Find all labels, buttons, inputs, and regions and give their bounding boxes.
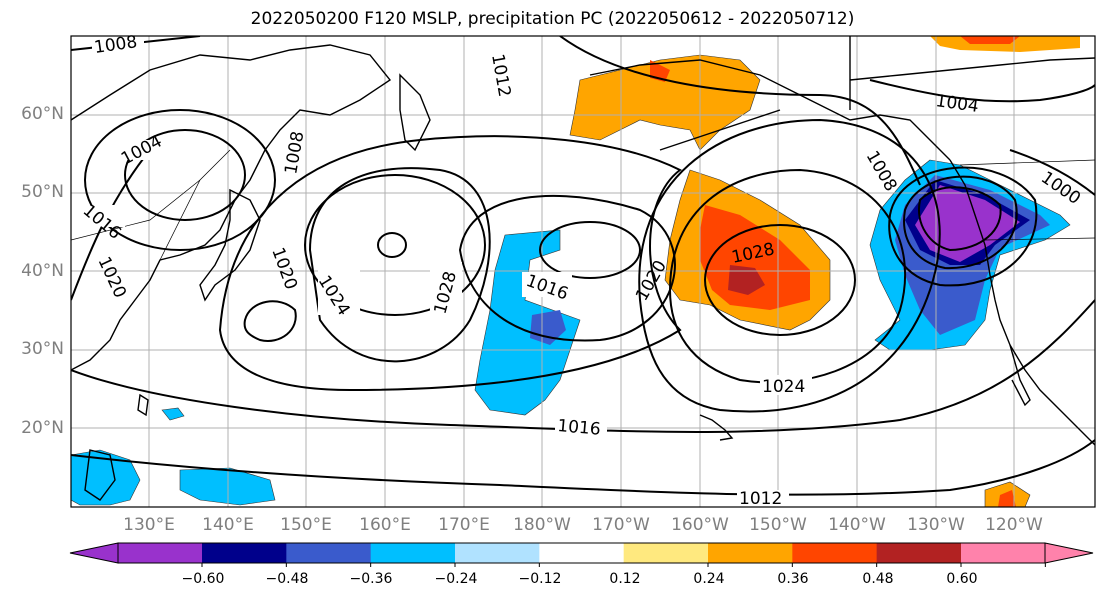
lon-label: 130°W	[907, 515, 965, 535]
isobar-1000-coast	[1009, 149, 1095, 196]
precip-negative-core	[530, 310, 566, 345]
colorbar-tick-label: −0.48	[265, 571, 309, 587]
isobar-1020-east	[638, 118, 941, 413]
precip-positive-mexico-core	[998, 490, 1016, 507]
contour-label: 1012	[739, 489, 782, 509]
lon-label: 140°E	[202, 515, 254, 535]
isobar-1024-east	[668, 168, 907, 384]
isobars	[71, 36, 1095, 496]
map-frame	[70, 35, 1096, 508]
lon-label: 130°E	[123, 515, 175, 535]
coastline-arctic	[849, 36, 1095, 110]
precip-positive-central-pacific-core	[700, 205, 810, 310]
isobar-high-west-pacific-core	[377, 232, 407, 258]
colorbar-tick-label: −0.24	[434, 571, 478, 587]
coastline-aleutians	[659, 109, 781, 151]
colorbar-tick-label: −0.60	[181, 571, 225, 587]
coastline-asia	[71, 44, 392, 371]
isobar-1012-long	[71, 439, 1095, 496]
map-title: 2022050200 F120 MSLP, precipitation PC (…	[250, 9, 855, 29]
colorbar-tick-label: 0.36	[777, 571, 809, 587]
lat-label: 50°N	[21, 182, 64, 202]
isobar-low-nw-us-3	[888, 166, 1038, 287]
coastline-hawaii	[699, 414, 734, 441]
isobar-low-sea-of-okhotsk-outer	[84, 109, 276, 251]
precip-positive-arctic-red	[960, 36, 1020, 44]
isobar-low-sea-of-okhotsk-inner	[124, 129, 246, 221]
colorbar-tick-label: 0.60	[946, 571, 978, 587]
colorbar-tick-label: −0.36	[349, 571, 393, 587]
lon-label: 160°W	[671, 515, 729, 535]
lon-label: 170°W	[592, 515, 650, 535]
precip-negative-west-pacific	[474, 229, 581, 416]
precip-shading	[71, 36, 1080, 507]
lon-label: 170°E	[438, 515, 490, 535]
coastlines	[71, 36, 1095, 501]
lat-label: 30°N	[21, 339, 64, 359]
isobar-small-sea-of-japan	[243, 300, 297, 342]
lon-label: 150°W	[749, 515, 807, 535]
isobar-1024-west	[308, 167, 491, 363]
colorbar-tick-label: 0.12	[609, 571, 641, 587]
contour-label: 1024	[762, 377, 805, 397]
lon-label: 120°W	[985, 515, 1043, 535]
coastline-taiwan	[137, 393, 149, 417]
precip-negative-strong-northwest-us	[915, 185, 1020, 262]
lat-label: 40°N	[21, 261, 64, 281]
precip-positive-alaska-west	[569, 54, 761, 151]
coastline-kamchatka	[399, 73, 431, 152]
isobar-high-east-pacific-core	[704, 224, 856, 336]
contour-label: 1016	[557, 416, 602, 440]
lat-label: 20°N	[21, 418, 64, 438]
isobar-low-nw-us-1	[918, 186, 1002, 252]
coastline-alaska	[589, 59, 951, 161]
precip-negative-small-spot	[161, 407, 185, 421]
coastline-baja	[1009, 344, 1031, 407]
contour-labels: 1008 1004 1016 1020 1020 1024 1028 1016 …	[79, 32, 1084, 509]
colorbar-tick-label: 0.24	[693, 571, 725, 587]
isobar-low-nw-us-2	[903, 175, 1018, 270]
lon-label: 150°E	[280, 515, 332, 535]
isobar-1016-central	[458, 194, 676, 342]
isobar-1016-long	[71, 299, 1095, 433]
lon-label: 160°E	[359, 515, 411, 535]
isobar-1004-north	[869, 79, 1095, 103]
coastline-philippines	[84, 449, 116, 501]
lon-label: 140°W	[828, 515, 886, 535]
precip-positive-central-pacific-peak	[728, 265, 765, 295]
isobar-high-central-core	[539, 221, 641, 279]
borders	[71, 149, 1095, 261]
colorbar-tick-label: −0.12	[518, 571, 562, 587]
colorbar-tick-label: 0.48	[862, 571, 894, 587]
lat-label: 60°N	[21, 104, 64, 124]
coastline-north-america-west	[949, 159, 1095, 446]
isobar-high-west-pacific-inner	[304, 174, 486, 316]
isobar-1008-north	[559, 36, 921, 186]
lon-label: 180°W	[513, 515, 571, 535]
isobar-1020-ridge	[218, 135, 682, 392]
